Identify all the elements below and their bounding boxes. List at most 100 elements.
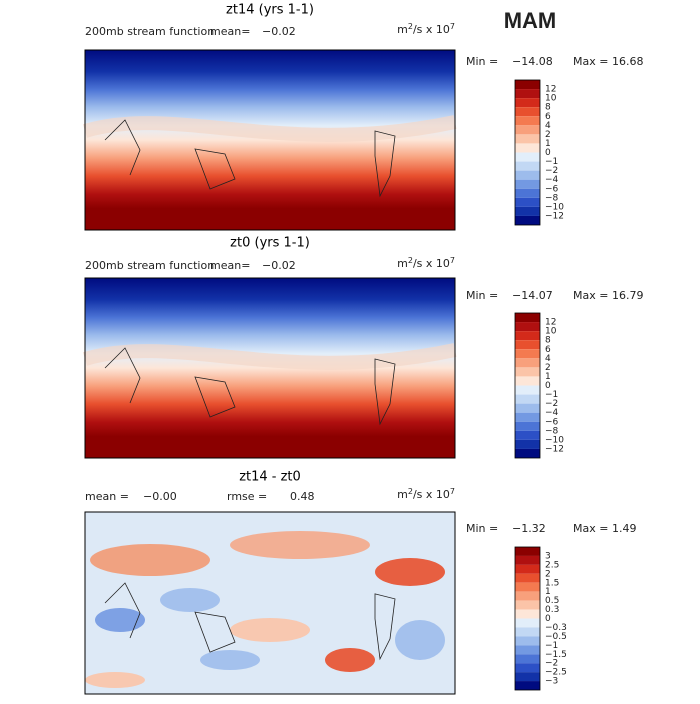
- min-max: Min =: [466, 522, 498, 535]
- colorbar-swatch: [515, 654, 540, 664]
- colorbar-label: 0: [545, 381, 551, 391]
- colorbar-label: −0.5: [545, 632, 567, 642]
- panel-title: zt14 - zt0: [239, 470, 301, 485]
- colorbar-label: −0.3: [545, 623, 567, 633]
- colorbar-swatch: [515, 618, 540, 628]
- units-part: 2: [408, 256, 413, 265]
- min-max: 16.79: [612, 289, 644, 302]
- min-max: Min =: [466, 289, 498, 302]
- annotation: mean=: [210, 25, 250, 38]
- colorbar-swatch: [515, 681, 540, 690]
- colorbar-swatch: [515, 188, 540, 198]
- colorbar-swatch: [515, 672, 540, 682]
- units-part: m: [397, 23, 408, 36]
- colorbar-label: 2: [545, 363, 551, 373]
- colorbar-label: −2.5: [545, 668, 567, 678]
- colorbar-swatch: [515, 116, 540, 126]
- units: m2/s x 107: [397, 256, 455, 271]
- colorbar-label: 0.5: [545, 596, 559, 606]
- annotation: rmse =: [227, 490, 267, 503]
- panel-title: zt14 (yrs 1-1): [226, 3, 314, 18]
- colorbar-label: 0: [545, 614, 551, 624]
- colorbar-swatch: [515, 125, 540, 135]
- min-max: Min =: [466, 55, 498, 68]
- map-field: [85, 278, 455, 458]
- map-frame: [84, 49, 456, 231]
- annotation: mean =: [85, 490, 129, 503]
- colorbar-swatch: [515, 645, 540, 655]
- units-part: m: [397, 257, 408, 270]
- colorbar-label: 1: [545, 587, 551, 597]
- units-part: m: [397, 488, 408, 501]
- colorbar-swatch: [515, 98, 540, 108]
- map-anomaly: [90, 544, 210, 576]
- annotation: 0.48: [290, 490, 315, 503]
- colorbar-swatch: [515, 367, 540, 377]
- min-max: 16.68: [612, 55, 644, 68]
- coastline: [104, 347, 396, 426]
- colorbar-label: 3: [545, 551, 551, 561]
- colorbar-label: −1.5: [545, 650, 567, 660]
- colorbar-swatch: [515, 564, 540, 574]
- colorbar-swatch: [515, 421, 540, 431]
- colorbar-label: 10: [545, 327, 557, 337]
- colorbar-swatch: [515, 152, 540, 162]
- units-part: /s x 10: [413, 488, 450, 501]
- annotation: −0.00: [143, 490, 177, 503]
- colorbar-label: −8: [545, 193, 559, 203]
- map-anomaly: [325, 648, 375, 672]
- colorbar-label: 2: [545, 569, 551, 579]
- colorbar-swatch: [515, 170, 540, 180]
- colorbar-swatch: [515, 403, 540, 413]
- colorbar-swatch: [515, 179, 540, 189]
- colorbar-label: 1: [545, 372, 551, 382]
- map-wave: [82, 343, 457, 370]
- units-part: 2: [408, 487, 413, 496]
- units: m2/s x 107: [397, 487, 455, 502]
- map-field: [85, 50, 455, 230]
- colorbar-frame: [514, 79, 541, 226]
- season-title: MAM: [504, 8, 557, 33]
- colorbar-swatch: [515, 206, 540, 216]
- colorbar-label: −3: [545, 677, 558, 687]
- map-anomaly: [160, 588, 220, 612]
- colorbar-label: 12: [545, 85, 556, 95]
- colorbar-swatch: [515, 555, 540, 565]
- min-max: Max =: [573, 55, 608, 68]
- colorbar-swatch: [515, 349, 540, 359]
- colorbar-swatch: [515, 385, 540, 395]
- colorbar-swatch: [515, 412, 540, 422]
- map-frame: [84, 511, 456, 695]
- map-anomaly: [395, 620, 445, 660]
- colorbar-label: 8: [545, 336, 551, 346]
- annotation: mean=: [210, 259, 250, 272]
- map-anomaly: [200, 650, 260, 670]
- map-anomaly: [230, 618, 310, 642]
- map-frame: [84, 277, 456, 459]
- units: m2/s x 107: [397, 22, 455, 37]
- colorbar-swatch: [515, 600, 540, 610]
- units-part: /s x 10: [413, 257, 450, 270]
- colorbar-swatch: [515, 134, 540, 144]
- colorbar-label: −8: [545, 426, 559, 436]
- colorbar-swatch: [515, 439, 540, 449]
- colorbar-label: 0.3: [545, 605, 559, 615]
- colorbar-label: −10: [545, 202, 564, 212]
- colorbar-label: −1: [545, 641, 558, 651]
- colorbar-label: −1: [545, 390, 558, 400]
- colorbar-label: −2: [545, 659, 558, 669]
- map-wave: [82, 115, 457, 142]
- colorbar-frame: [514, 546, 541, 691]
- colorbar-swatch: [515, 663, 540, 673]
- colorbar-label: 0: [545, 148, 551, 158]
- colorbar-label: −6: [545, 184, 559, 194]
- colorbar-label: 12: [545, 318, 556, 328]
- colorbar-swatch: [515, 143, 540, 153]
- map-anomaly: [95, 608, 145, 632]
- panel-title: zt0 (yrs 1-1): [230, 236, 310, 251]
- colorbar-label: −4: [545, 175, 559, 185]
- colorbar-label: −12: [545, 444, 564, 454]
- colorbar-label: 6: [545, 345, 551, 355]
- colorbar-swatch: [515, 215, 540, 225]
